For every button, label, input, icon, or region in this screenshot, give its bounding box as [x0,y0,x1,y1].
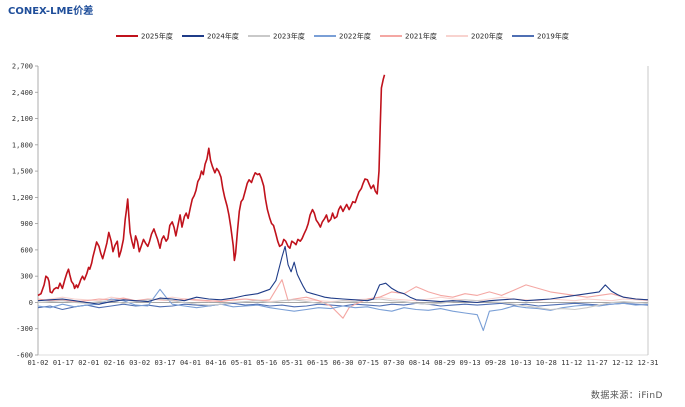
x-tick-label: 02-01 [78,359,99,367]
y-tick-label: 1,500 [12,168,33,176]
series-line-5 [37,279,649,319]
x-tick-label: 12-12 [612,359,633,367]
x-tick-label: 07-15 [358,359,379,367]
chart-title: CONEX-LME价差 [8,6,94,17]
x-tick-label: 10-13 [510,359,531,367]
legend-label: 2021年度 [405,32,437,41]
x-tick-label: 07-30 [383,359,404,367]
y-tick-label: 900 [20,220,33,228]
y-tick-label: 300 [20,273,33,281]
x-tick-label: 12-31 [637,359,658,367]
y-tick-label: 1,800 [12,141,33,149]
series-line-2 [37,245,649,305]
x-tick-label: 05-16 [256,359,277,367]
legend-label: 2020年度 [471,32,503,41]
x-tick-label: 11-27 [587,359,608,367]
x-tick-label: 09-13 [460,359,481,367]
x-tick-label: 09-28 [485,359,506,367]
legend: 2025年度 2024年度 2023年度 2022年度 2021年度 2020年度 2019… [116,32,569,41]
x-tick-label: 06-30 [332,359,353,367]
y-tick-label: 2,700 [12,63,33,71]
x-tick-label: 05-01 [231,359,252,367]
x-tick-label: 10-28 [536,359,557,367]
x-axis: 01-02 01-17 02-01 02-16 03-02 03-17 04-01 04-16… [27,302,659,367]
x-tick-label: 02-16 [104,359,125,367]
x-tick-label: 01-17 [53,359,74,367]
x-tick-label: 05-31 [282,359,303,367]
legend-label: 2025年度 [141,32,173,41]
series-layer [37,74,649,332]
x-tick-label: 03-02 [129,359,150,367]
x-tick-label: 04-16 [205,359,226,367]
y-tick-label: 600 [20,246,33,254]
x-tick-label: 06-15 [307,359,328,367]
legend-label: 2022年度 [339,32,371,41]
x-tick-label: 11-12 [561,359,582,367]
y-tick-label: 2,400 [12,89,33,97]
x-tick-label: 08-29 [434,359,455,367]
y-tick-label: 2,100 [12,115,33,123]
y-tick-label: 0 [29,299,33,307]
x-tick-label: 01-02 [27,359,48,367]
source-note: 数据来源：iFinD [590,391,663,401]
legend-label: 2024年度 [207,32,239,41]
legend-label: 2023年度 [273,32,305,41]
y-axis: -600 -300 0 300 600 900 1,200 1,500 1,800 2,100 2,… [12,63,649,360]
legend-label: 2019年度 [537,32,569,41]
x-tick-label: 04-01 [180,359,201,367]
y-tick-label: 1,200 [12,194,33,202]
y-tick-label: -300 [16,325,33,333]
series-line-4 [37,288,649,332]
y-tick-label: -600 [16,352,33,360]
x-tick-label: 08-14 [409,359,430,367]
series-line-1 [37,74,386,297]
x-tick-label: 03-17 [155,359,176,367]
